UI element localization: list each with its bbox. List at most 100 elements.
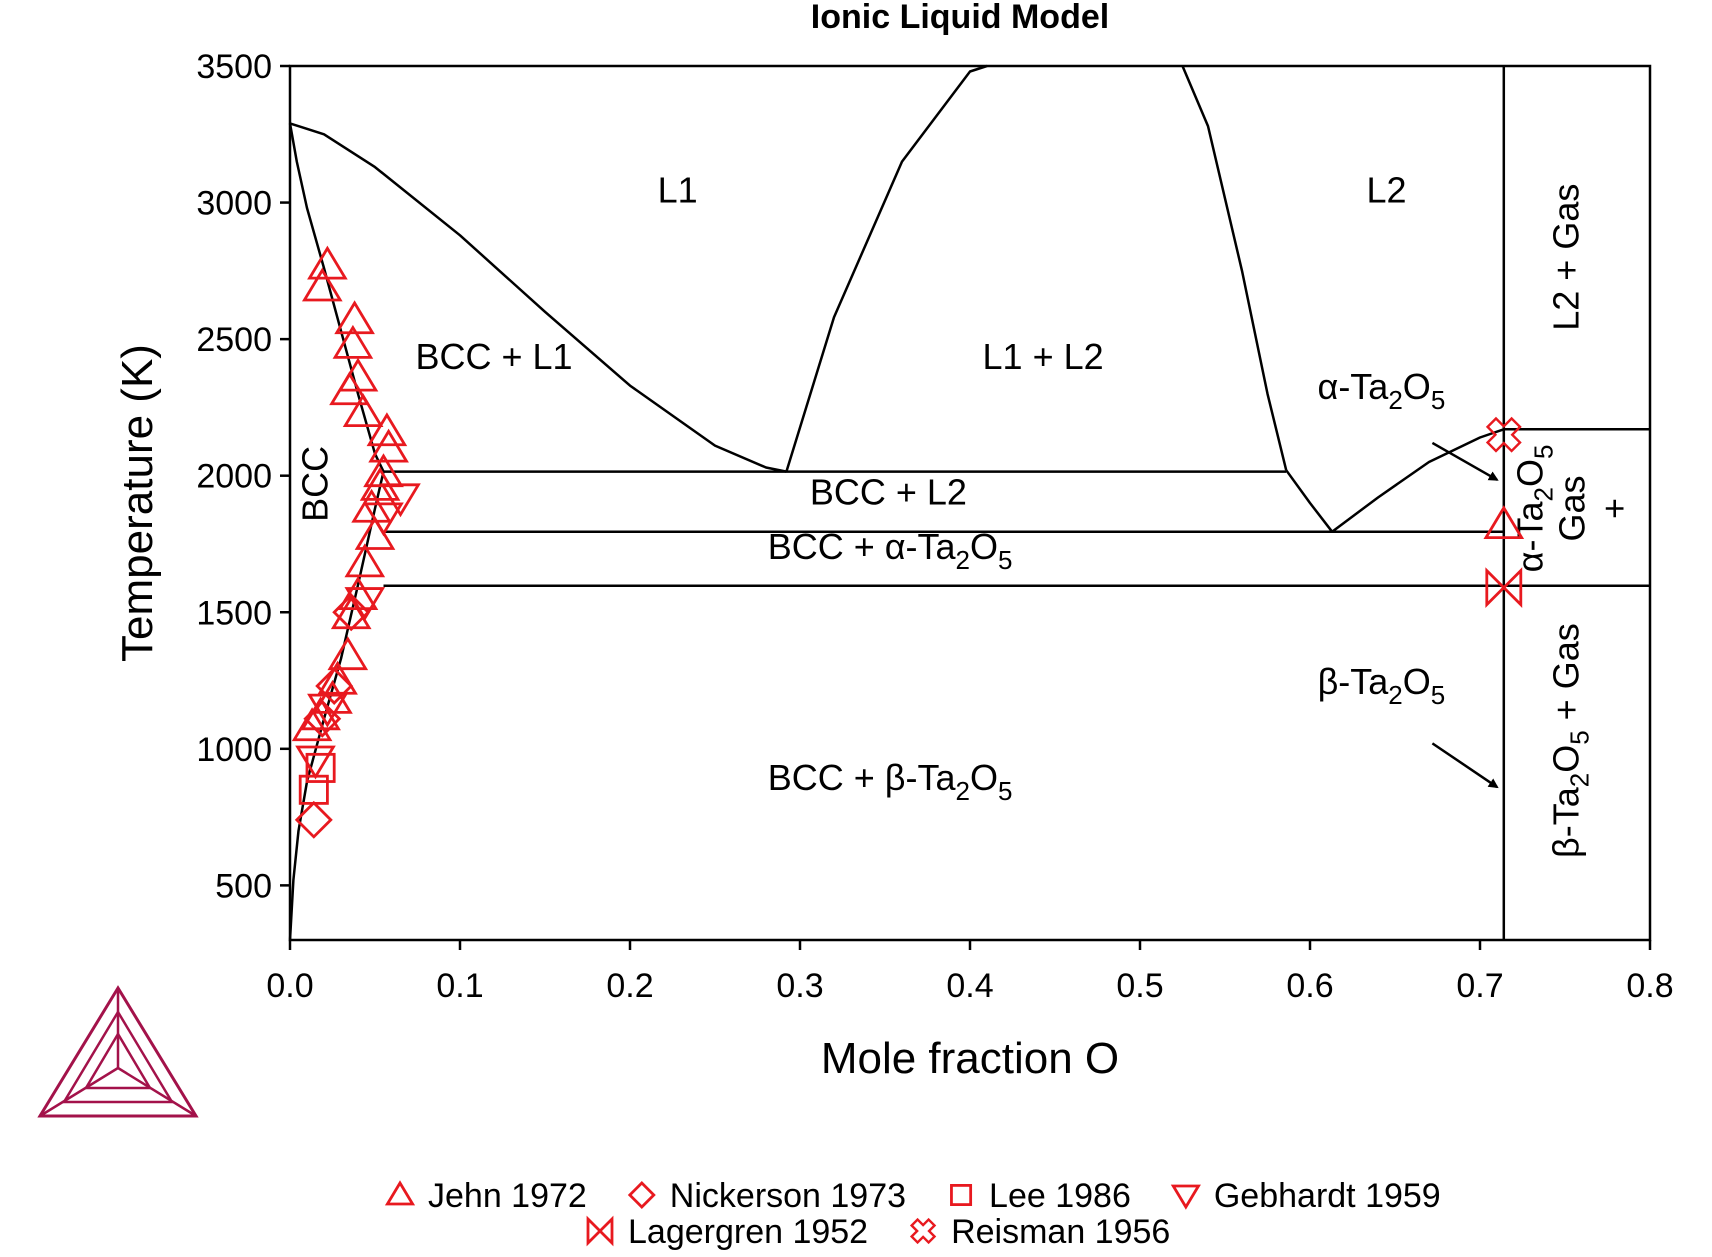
marker-diamond bbox=[294, 800, 333, 839]
legend-item: Lee 1986 bbox=[950, 1177, 1131, 1215]
label-subscript: 2 bbox=[1565, 773, 1595, 787]
marker-triangle-up bbox=[354, 516, 396, 550]
marker-triangle-up bbox=[301, 267, 343, 302]
label-text: α-Ta bbox=[1318, 366, 1390, 407]
label-subscript: 2 bbox=[1529, 487, 1559, 501]
marker-bowtie bbox=[1485, 567, 1523, 609]
region-label: BCC + α-Ta2O5 bbox=[768, 526, 1013, 575]
x-tick-label: 0.0 bbox=[266, 967, 313, 1005]
label-subscript: 5 bbox=[998, 776, 1012, 806]
region-label: β-Ta2O5 + Gas bbox=[1546, 623, 1595, 858]
legend-label: Lee 1986 bbox=[989, 1177, 1131, 1215]
label-text: β-Ta bbox=[1318, 661, 1390, 702]
plot-frame bbox=[288, 64, 1652, 942]
y-tick-label: 1500 bbox=[196, 594, 272, 632]
marker-triangle-up bbox=[1483, 505, 1525, 539]
marker-triangle-down bbox=[344, 587, 386, 622]
marker-triangle-down bbox=[307, 693, 348, 728]
legend-label: Jehn 1972 bbox=[428, 1177, 587, 1215]
x-tick-label: 0.4 bbox=[946, 967, 993, 1005]
marker-triangle-down bbox=[1170, 1184, 1201, 1210]
legend-item: Reisman 1956 bbox=[909, 1213, 1170, 1251]
label-text: L1 bbox=[658, 170, 698, 211]
marker-square bbox=[305, 752, 336, 783]
label-text: L2 bbox=[1366, 170, 1406, 211]
x-axis-label: Mole fraction O bbox=[821, 1034, 1119, 1083]
y-tick-label: 1000 bbox=[196, 731, 272, 769]
phase-boundary-bcc-solvus-low bbox=[288, 471, 385, 941]
label-text: β-Ta bbox=[1546, 786, 1587, 858]
region-label: BCC + β-Ta2O5 bbox=[768, 757, 1013, 806]
legend-item: Gebhardt 1959 bbox=[1170, 1177, 1441, 1215]
annotation-arrow bbox=[1431, 441, 1499, 481]
annotation-label: β-Ta2O5 bbox=[1318, 661, 1446, 710]
label-text: BCC + L1 bbox=[415, 336, 572, 377]
marker-triangle-down bbox=[380, 483, 421, 518]
label-subscript: 5 bbox=[1431, 680, 1445, 710]
region-label: BCC bbox=[294, 446, 335, 522]
marker-triangle-up bbox=[342, 393, 384, 428]
label-text: O bbox=[970, 526, 998, 567]
marker-triangle-up bbox=[368, 428, 409, 463]
y-tick-label: 500 bbox=[215, 867, 272, 905]
legend-item: Nickerson 1973 bbox=[627, 1177, 906, 1215]
x-axis-ticks: 0.0 0.1 0.2 0.3 0.4 0.5 0.6 0.7 0.8 bbox=[266, 940, 1674, 1005]
label-text: BCC + α-Ta bbox=[768, 526, 957, 567]
legend-label: Lagergren 1952 bbox=[628, 1213, 868, 1251]
label-text: L1 + L2 bbox=[983, 336, 1104, 377]
marker-triangle-down bbox=[295, 745, 336, 780]
region-label: BCC + L1 bbox=[415, 336, 572, 377]
legend-item: Lagergren 1952 bbox=[586, 1213, 868, 1251]
x-tick-label: 0.2 bbox=[606, 967, 653, 1005]
legend: Jehn 1972 Nickerson 1973 Lee 1986 Gebhardt … bbox=[384, 1177, 1441, 1251]
x-tick-label: 0.6 bbox=[1286, 967, 1333, 1005]
phase-boundary-bcc-solvus bbox=[288, 123, 385, 473]
label-subscript: 2 bbox=[1388, 385, 1402, 415]
marker-triangle-up bbox=[291, 707, 333, 742]
label-text: BCC bbox=[294, 446, 335, 522]
label-text: O bbox=[1403, 661, 1431, 702]
marker-triangle-up bbox=[329, 371, 370, 406]
phase-boundary-bcc-liquidus bbox=[289, 122, 787, 473]
chart-title: Ionic Liquid Model bbox=[811, 0, 1109, 36]
x-tick-label: 0.3 bbox=[776, 967, 823, 1005]
phase-boundaries bbox=[288, 64, 1650, 941]
label-subscript: 5 bbox=[1565, 730, 1595, 744]
legend-label: Gebhardt 1959 bbox=[1214, 1177, 1441, 1215]
region-label: L2 + Gas bbox=[1546, 184, 1587, 331]
label-subscript: 5 bbox=[998, 545, 1012, 575]
phase-boundary-l2-liquidus-a bbox=[1285, 469, 1334, 533]
label-subscript: 5 bbox=[1529, 445, 1559, 459]
legend-label: Reisman 1956 bbox=[951, 1213, 1170, 1251]
label-subscript: 5 bbox=[1431, 385, 1445, 415]
region-label-line: Gas bbox=[1552, 475, 1593, 541]
region-label-line: + bbox=[1594, 498, 1635, 519]
y-tick-label: 3500 bbox=[196, 48, 272, 86]
label-text: O bbox=[1546, 745, 1587, 773]
marker-triangle-up bbox=[366, 412, 408, 447]
y-tick-label: 2500 bbox=[196, 321, 272, 359]
marker-triangle-up bbox=[384, 1180, 416, 1206]
region-label: L1 bbox=[658, 170, 698, 211]
label-text: L2 + Gas bbox=[1546, 184, 1587, 331]
marker-cross-x bbox=[909, 1217, 937, 1245]
marker-bowtie bbox=[586, 1215, 614, 1247]
x-tick-label: 0.8 bbox=[1626, 967, 1673, 1005]
marker-triangle-up bbox=[332, 324, 374, 359]
thermo-calc-logo bbox=[37, 985, 199, 1118]
label-subscript: 2 bbox=[1388, 680, 1402, 710]
label-text: + Gas bbox=[1546, 623, 1587, 730]
marker-triangle-down bbox=[363, 502, 404, 537]
x-tick-label: 0.7 bbox=[1456, 967, 1503, 1005]
marker-triangle-up bbox=[327, 636, 369, 671]
region-label: BCC + L2 bbox=[810, 471, 967, 512]
marker-cross-shape bbox=[1485, 416, 1522, 453]
label-subscript: 2 bbox=[956, 545, 970, 575]
annotation-label: α-Ta2O5 bbox=[1318, 366, 1446, 415]
region-label-line: α-Ta2O5 bbox=[1510, 445, 1559, 573]
region-label: L1 + L2 bbox=[983, 336, 1104, 377]
